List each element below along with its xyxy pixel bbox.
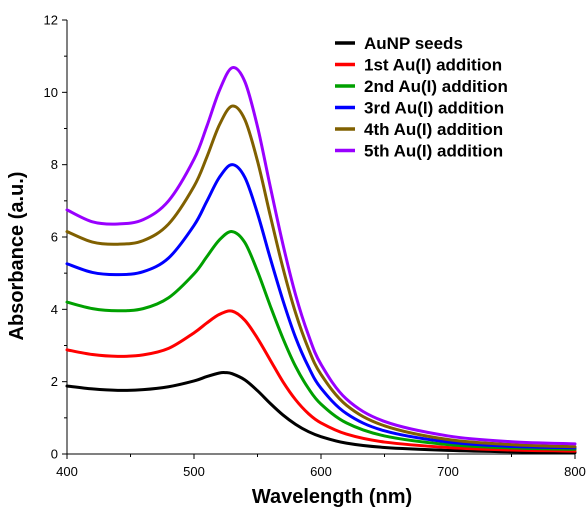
series-line-6	[65, 66, 577, 446]
x-tick-label: 400	[56, 464, 78, 479]
legend-label: 2nd Au(I) addition	[364, 77, 508, 96]
series-line-2	[65, 309, 577, 453]
x-tick-label: 600	[310, 464, 332, 479]
legend-label: 5th Au(I) addition	[364, 142, 503, 161]
series-line-4	[65, 163, 577, 450]
legend: AuNP seeds 1st Au(I) addition 2nd Au(I) ad…	[335, 34, 508, 161]
y-axis-title: Absorbance (a.u.)	[6, 172, 28, 341]
x-tick-label: 800	[564, 464, 586, 479]
y-tick-label: 6	[51, 230, 58, 245]
legend-label: 1st Au(I) addition	[364, 56, 502, 75]
y-axis: 0 2 4 6 8 10 12	[44, 13, 67, 462]
y-tick-label: 0	[51, 447, 58, 462]
y-tick-label: 10	[44, 85, 58, 100]
y-tick-label: 8	[51, 157, 58, 172]
y-tick-label: 4	[51, 302, 58, 317]
x-axis-title: Wavelength (nm)	[252, 486, 412, 508]
x-tick-label: 700	[437, 464, 459, 479]
y-tick-label: 2	[51, 374, 58, 389]
series-layer	[65, 66, 577, 455]
series-line-1	[65, 371, 577, 455]
y-tick-label: 12	[44, 13, 58, 28]
legend-label: 4th Au(I) addition	[364, 120, 503, 139]
legend-label: AuNP seeds	[364, 34, 463, 53]
series-line-3	[65, 230, 577, 451]
x-tick-label: 500	[183, 464, 205, 479]
legend-label: 3rd Au(I) addition	[364, 99, 504, 118]
series-line-5	[65, 104, 577, 449]
x-axis: 400 500 600 700 800	[56, 454, 586, 479]
